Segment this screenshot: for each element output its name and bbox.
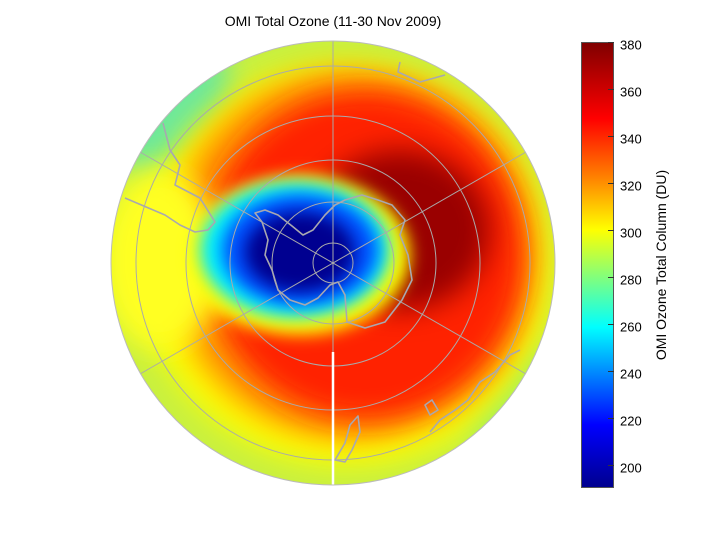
colorbar-tick-mark (608, 42, 614, 43)
colorbar-tick-mark (608, 276, 614, 278)
colorbar-tick-label: 280 (620, 272, 642, 288)
colorbar (581, 42, 614, 488)
coastlines (124, 61, 521, 463)
colorbar-tick-mark (608, 88, 614, 90)
colorbar-tick-label: 300 (620, 225, 642, 241)
colorbar-tick-label: 240 (620, 366, 642, 382)
graticule (135, 41, 531, 485)
new-zealand-coastline (334, 415, 361, 463)
meridian-line (139, 151, 527, 375)
colorbar-tick-mark (608, 229, 614, 231)
australia-coastline (397, 61, 446, 83)
colorbar-tick-mark (608, 182, 614, 184)
colorbar-tick-mark (608, 323, 614, 325)
ozone-field (111, 41, 555, 485)
colorbar-tick-mark (608, 135, 614, 137)
island-coastline (424, 399, 439, 416)
colorbar-tick-label: 360 (620, 84, 642, 100)
colorbar-label: OMI Ozone Total Column (DU) (653, 169, 669, 361)
colorbar-tick-label: 220 (620, 413, 642, 429)
colorbar-tick-label: 200 (620, 460, 642, 476)
figure-title: OMI Total Ozone (11-30 Nov 2009) (224, 13, 442, 29)
colorbar-tick-mark (608, 464, 614, 466)
colorbar-tick-mark (608, 370, 614, 372)
colorbar-tick-mark (608, 417, 614, 419)
antarctica-coastline (254, 194, 413, 329)
map-border (110, 40, 556, 486)
colorbar-tick-label: 340 (620, 131, 642, 147)
colorbar-tick-label: 260 (620, 319, 642, 335)
colorbar-tick-label: 380 (620, 37, 642, 53)
colorbar-tick-label: 320 (620, 178, 642, 194)
south-america-coastline (124, 122, 216, 233)
africa-coastline (429, 349, 521, 433)
